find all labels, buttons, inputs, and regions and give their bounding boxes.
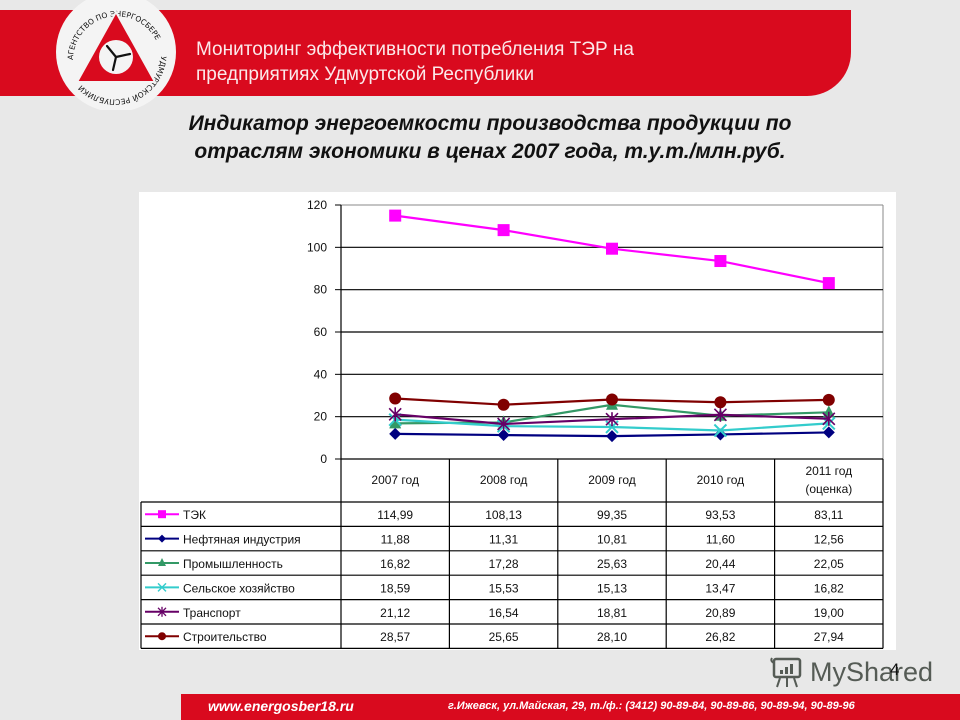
table-cell-value: 11,60 [706,533,735,547]
legend-key [145,534,179,543]
x-category-label: 2007 год [371,473,419,487]
y-tick-label: 40 [314,367,328,381]
legend-series-name: Строительство [183,630,267,644]
chart-container: 0 20 40 60 80 100 120 2007 год 2008 год 2009 год 2… [139,192,896,650]
series-1 [389,426,835,443]
table-cell-value: 10,81 [597,533,627,547]
table-cell-value: 11,88 [381,533,410,547]
table-cell-value: 15,53 [489,581,519,595]
legend-key [145,558,179,566]
y-tick-label: 80 [314,283,328,297]
y-tick-label: 100 [307,240,327,254]
legend-series-name: Транспорт [183,606,241,620]
table-cell-value: 12,56 [814,533,844,547]
footer-bar: www.energosber18.ru г.Ижевск, ул.Майская… [181,694,960,720]
table-cell-value: 26,82 [705,630,735,644]
page-number: 4 [890,660,900,679]
table-cell-value: 18,81 [597,606,627,620]
legend-series-name: Нефтяная индустрия [183,533,301,547]
series-4 [388,407,836,431]
series-0 [389,209,835,290]
table-cell-value: 13,47 [705,581,735,595]
agency-logo-icon: АГЕНТСТВО ПО ЭНЕРГОСБЕРЕЖЕНИЮ УДМУРТСКОЙ… [53,0,176,110]
table-cell-value: 114,99 [377,508,413,522]
watermark-text: MyShared [810,656,934,687]
table-cell-value: 93,53 [705,508,735,522]
legend-key [145,632,179,641]
contact-address: г.Ижевск, ул.Майская, 29, т./ф.: (3412) … [448,700,855,712]
x-category-label: (оценка) [805,482,852,496]
table-cell-value: 108,13 [485,508,522,522]
table-cell-value: 16,82 [380,557,410,571]
table-cell-value: 19,00 [814,606,844,620]
slide-title-line1: Индикатор энергоемкости производства про… [188,112,792,135]
x-category-label: 2011 год [805,464,852,478]
slide-title: Индикатор энергоемкости производства про… [130,110,850,166]
table-cell-value: 11,31 [489,533,518,547]
table-cell-value: 27,94 [814,630,844,644]
y-tick-label: 0 [320,452,327,466]
y-tick-label: 20 [314,410,328,424]
table-cell-value: 17,28 [489,557,519,571]
presentation-board-icon [770,657,802,688]
turbine-icon [105,44,132,72]
presentation-title-line1: Мониторинг эффективности потребления ТЭР… [196,39,634,60]
x-category-label: 2008 год [480,473,528,487]
website-link[interactable]: www.energosber18.ru [208,698,354,714]
table-cell-value: 28,10 [597,630,627,644]
legend-key [145,582,179,592]
table-cell-value: 28,57 [380,630,410,644]
table-cell-value: 22,05 [814,557,844,571]
table-cell-value: 21,12 [380,606,410,620]
legend-series-name: Промышленность [183,557,283,571]
line-chart: 0 20 40 60 80 100 120 2007 год 2008 год 2009 год 2… [140,198,884,649]
presentation-title-line2: предприятиях Удмуртской Республики [196,64,535,85]
x-category-label: 2010 год [697,473,745,487]
series-5 [389,392,835,411]
legend-series-name: Сельское хозяйство [183,581,295,595]
slide-title-line2: отраслям экономики в ценах 2007 года, т.… [194,140,786,163]
presentation-title: Мониторинг эффективности потребления ТЭР… [196,37,634,87]
y-tick-label: 60 [314,325,328,339]
x-category-label: 2009 год [588,473,636,487]
legend-key [145,510,179,519]
table-cell-value: 20,89 [705,606,735,620]
table-cell-value: 16,54 [489,606,519,620]
legend-series-name: ТЭК [183,508,206,522]
table-cell-value: 99,35 [597,508,627,522]
table-cell-value: 18,59 [380,581,410,595]
table-cell-value: 25,63 [597,557,627,571]
watermark: MyShared [768,655,933,689]
table-cell-value: 20,44 [705,557,735,571]
table-cell-value: 25,65 [489,630,519,644]
y-tick-label: 120 [307,198,327,212]
legend-key [145,606,179,617]
table-cell-value: 15,13 [597,581,627,595]
table-cell-value: 83,11 [814,508,843,522]
table-cell-value: 16,82 [814,581,844,595]
